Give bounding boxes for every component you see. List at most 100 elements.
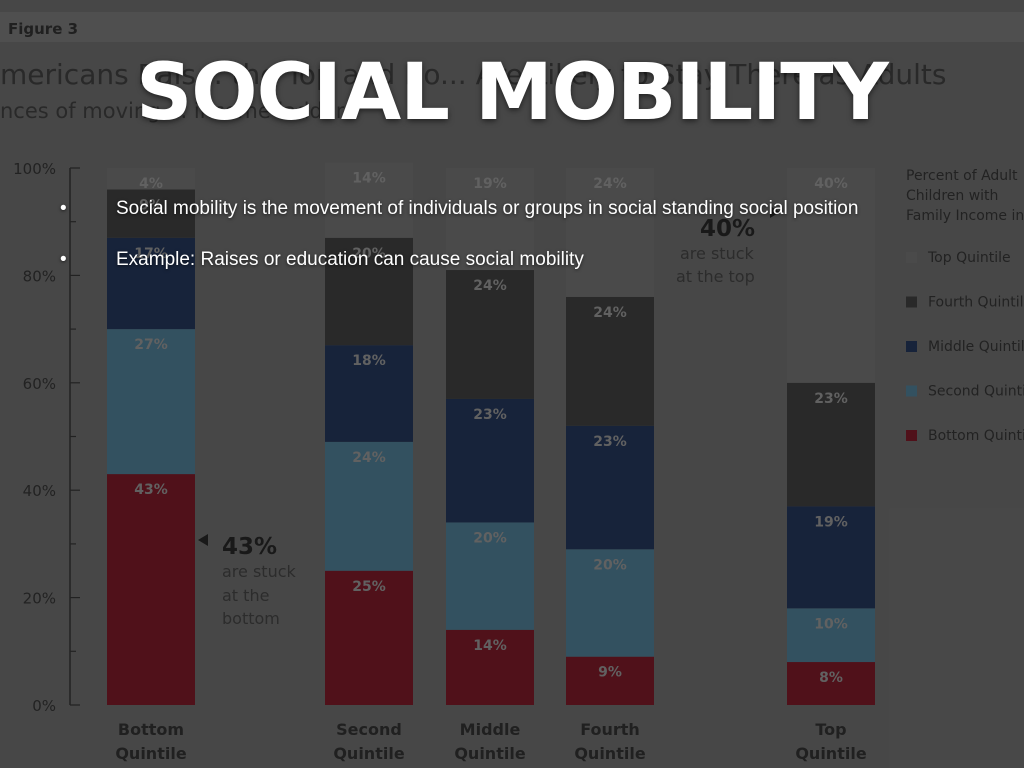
bar-segment [566,549,654,657]
bar-value-label: 25% [352,579,386,595]
legend-label: Second Quintile [928,384,1024,400]
slide-title: SOCIAL MOBILITY [136,48,889,138]
bar-segment [107,474,195,705]
annotation-text: at the [222,586,269,605]
bullet-item: • Example: Raises or education can cause… [60,249,1020,271]
bar-value-label: 23% [593,434,627,450]
legend-label: Bottom Quintile [928,428,1024,444]
bar-value-label: 14% [473,638,507,654]
x-tick-label: Fourth [580,720,640,739]
x-tick-label: Quintile [574,744,645,763]
legend-label: Middle Quintile [928,339,1024,355]
x-tick-label: Second [336,720,402,739]
bar-segment [787,168,875,383]
bar-segment [325,570,413,705]
bar-segment [107,237,195,330]
bar-value-label: 8% [819,670,843,686]
bar-value-label: 19% [814,514,848,530]
y-tick-label: 80% [23,267,56,285]
bar-segment [446,629,534,705]
bar-segment [325,345,413,442]
bar-value-label: 20% [593,557,627,573]
bar-value-label: 20% [352,246,386,262]
bar-value-label: 19% [473,176,507,192]
bar-value-label: 4% [139,176,163,192]
bar-segment [787,662,875,705]
legend-swatch [906,252,917,263]
bar-value-label: 24% [473,278,507,294]
bar-value-label: 23% [473,407,507,423]
bar-segment [787,608,875,663]
annotation-text: are stuck [222,562,297,581]
bar-value-label: 14% [352,171,386,187]
bar-segment [325,162,413,238]
x-tick-label: Quintile [333,744,404,763]
bar-segment [566,168,654,297]
bar-segment [325,237,413,346]
chart-subtitle: nces of moving ... income ladder [0,99,345,123]
bar-value-label: 24% [593,176,627,192]
chart-title: mericans Rais... the Top and Bo... Are L… [0,58,947,91]
bar-segment [446,522,534,630]
bar-segment [787,382,875,507]
legend-label: Fourth Quintile [928,295,1024,311]
bar-segment [446,398,534,523]
bullet-text: Example: Raises or education can cause s… [116,249,584,270]
bullet-text: Social mobility is the movement of indiv… [116,198,859,219]
legend-swatch [906,341,917,352]
bar-segment [107,168,195,190]
figure-header-band [0,12,1024,42]
bar-segment [107,329,195,475]
x-tick-label: Quintile [115,744,186,763]
bar-value-label: 18% [352,353,386,369]
bar-segment [566,296,654,426]
x-tick-label: Middle [460,720,521,739]
y-tick-label: 100% [13,160,56,178]
annotation-pointer [198,534,208,546]
bar-value-label: 24% [352,450,386,466]
bar-value-label: 23% [814,391,848,407]
bar-segment [787,506,875,609]
annotation-text: bottom [222,609,280,628]
bar-value-label: 24% [593,305,627,321]
bar-segment [107,189,195,238]
bullet-list: • Social mobility is the movement of ind… [60,198,1020,300]
y-tick-label: 60% [23,375,56,393]
legend-title: Percent of Adult [906,168,1018,184]
bullet-marker: • [60,249,67,270]
bar-value-label: 27% [134,337,168,353]
figure-label: Figure 3 [8,20,78,38]
annotation-pointer [770,206,780,218]
legend-swatch [906,430,917,441]
legend-label: Top Quintile [927,250,1011,266]
bar-value-label: 9% [139,197,163,213]
bar-value-label: 10% [814,616,848,632]
bar-value-label: 20% [473,530,507,546]
bar-value-label: 9% [598,665,622,681]
legend-title: Children with [906,188,998,204]
y-tick-label: 20% [23,590,56,608]
bar-segment [566,656,654,705]
bullet-item: • Social mobility is the movement of ind… [60,198,1020,220]
y-tick-label: 0% [32,697,56,715]
x-tick-label: Quintile [454,744,525,763]
x-tick-label: Bottom [118,720,184,739]
bar-segment [446,168,534,271]
legend-title: Family Income in the: [906,208,1024,224]
annotation-value: 40% [700,216,755,242]
x-tick-label: Top [815,720,846,739]
bar-segment [566,425,654,550]
legend-swatch [906,385,917,397]
bar-segment [325,441,413,571]
bar-value-label: 43% [134,482,168,498]
bar-value-label: 40% [814,176,848,192]
legend-swatch [906,296,917,308]
annotation-text: at the top [676,267,755,286]
bar-segment [446,270,534,399]
x-tick-label: Quintile [795,744,866,763]
bar-value-label: 17% [134,246,168,262]
annotation-text: are stuck [680,244,755,263]
y-tick-label: 40% [23,482,56,500]
